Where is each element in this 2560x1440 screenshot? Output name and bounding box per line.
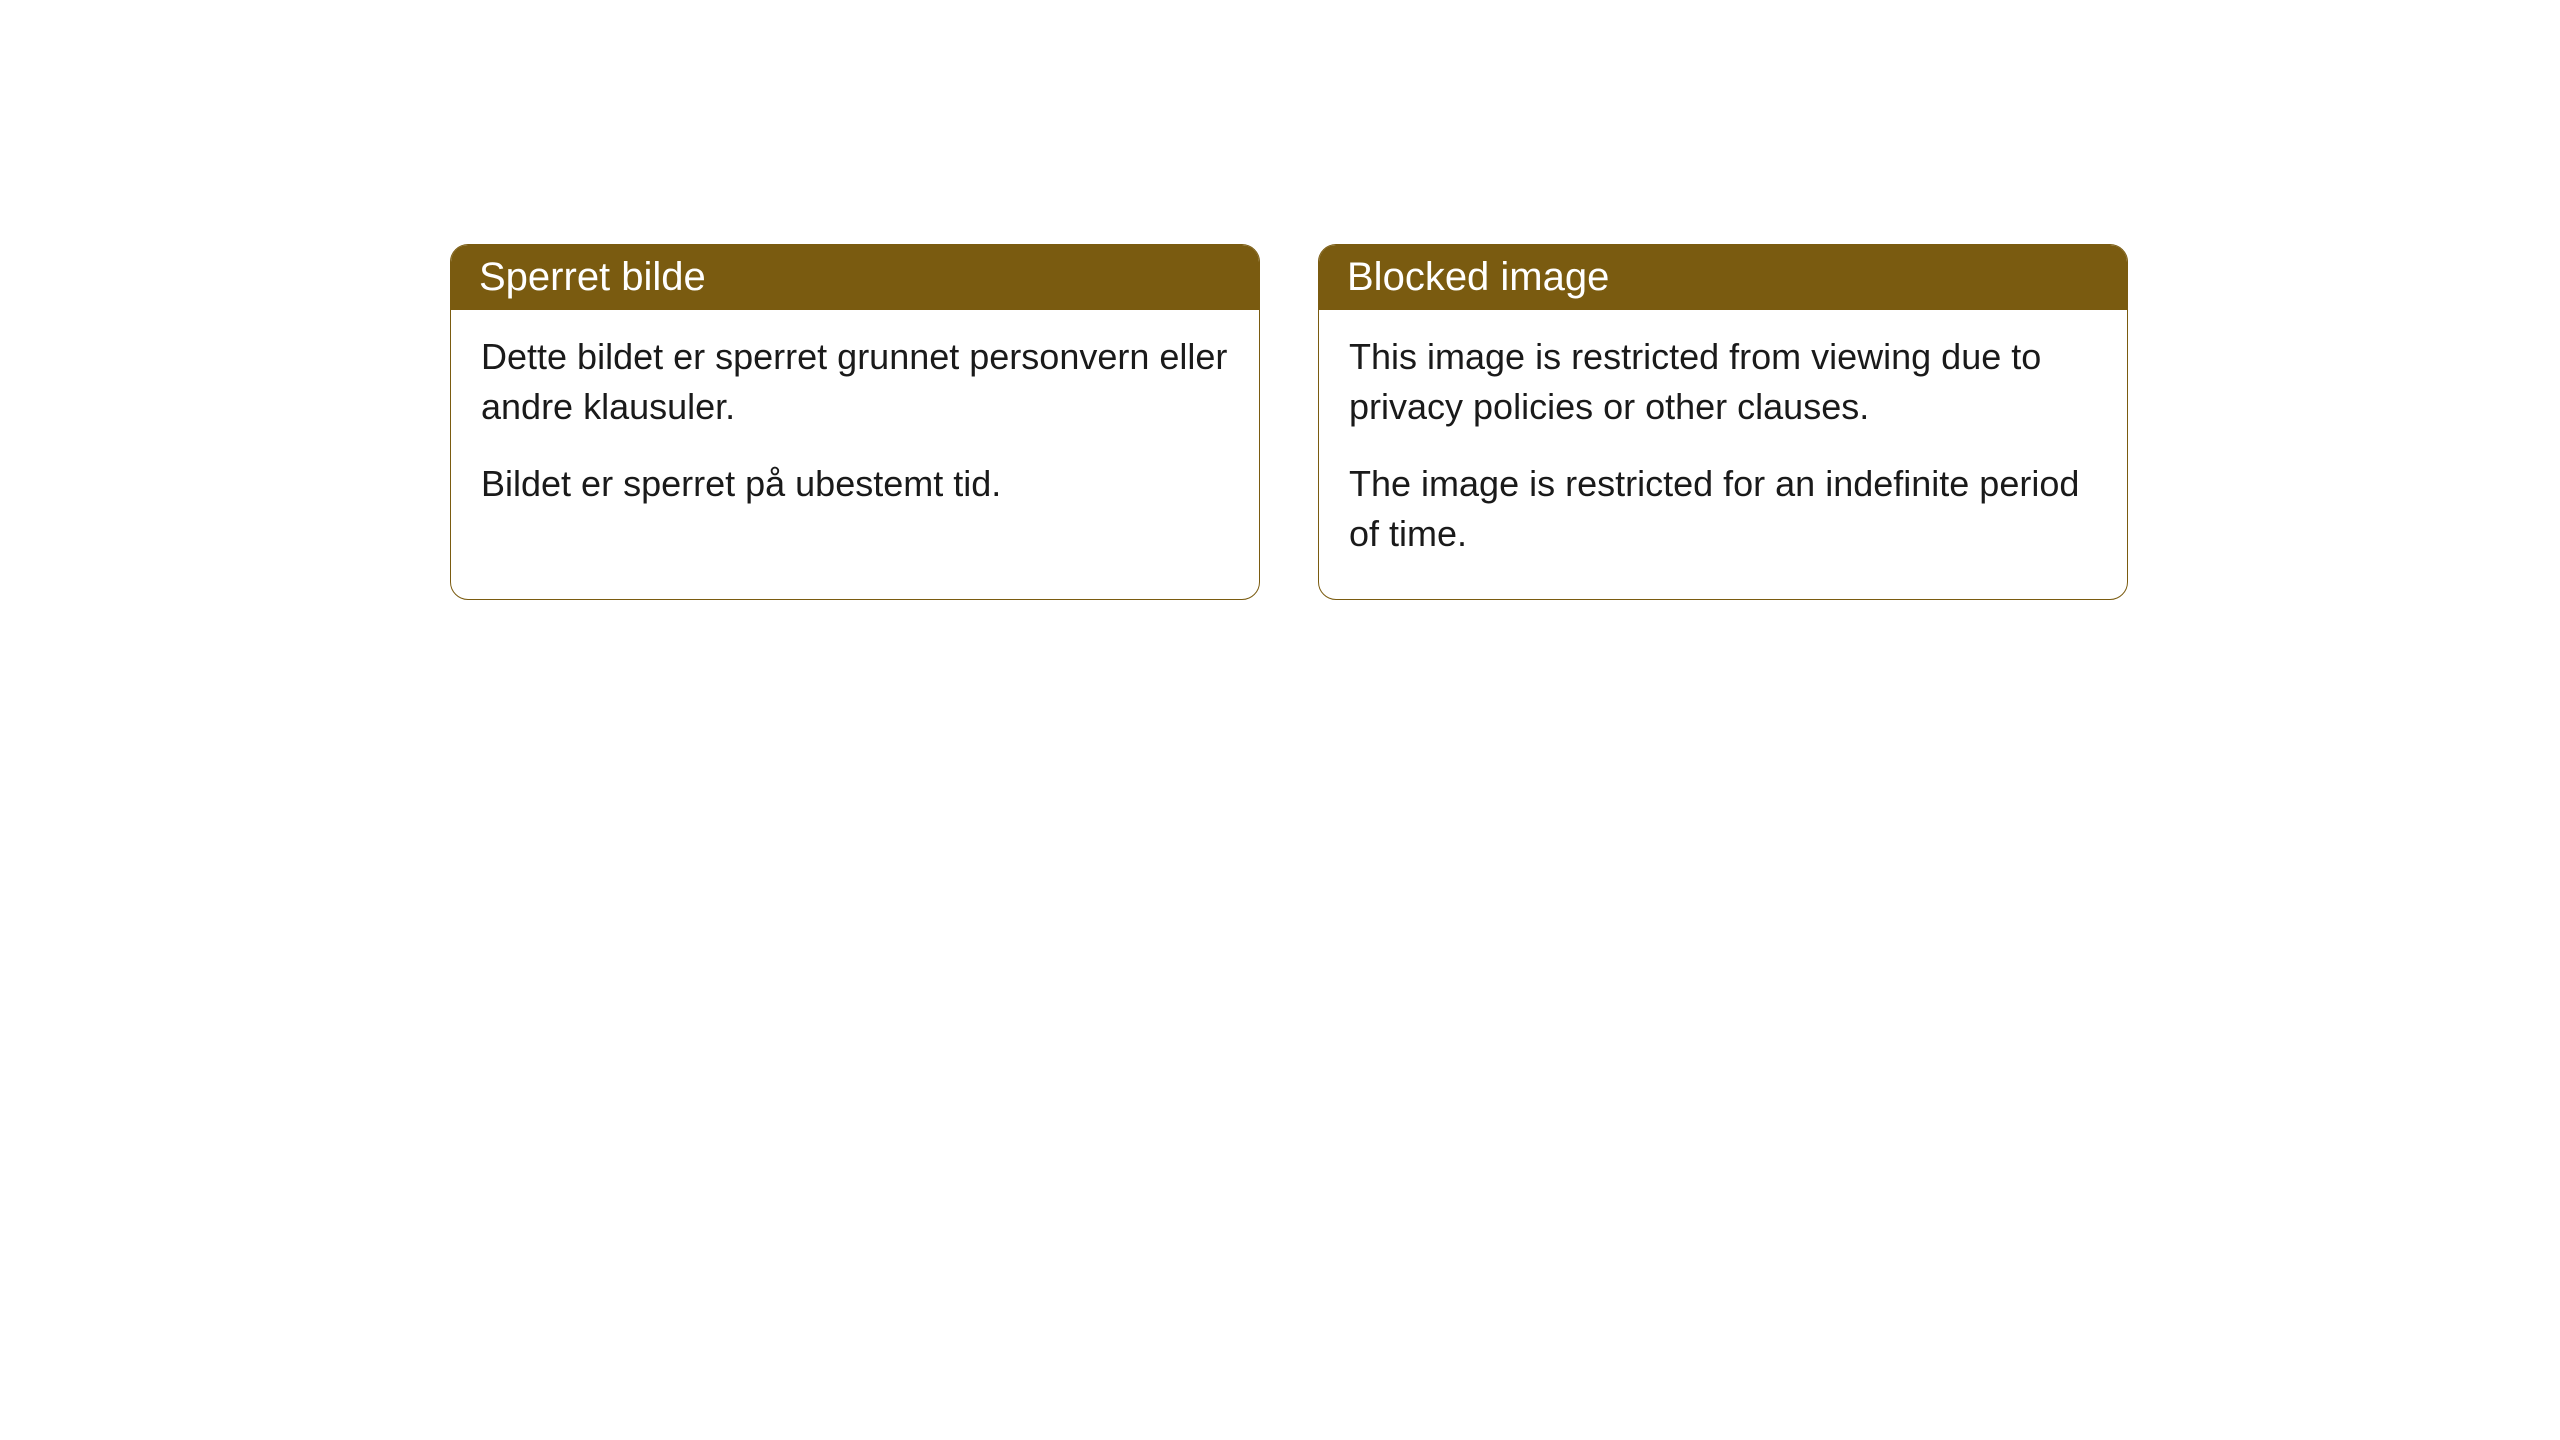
blocked-image-card-english: Blocked image This image is restricted f…	[1318, 244, 2128, 600]
card-paragraph: Bildet er sperret på ubestemt tid.	[481, 459, 1229, 509]
card-title: Sperret bilde	[479, 255, 706, 299]
card-title: Blocked image	[1347, 255, 1609, 299]
notice-cards-container: Sperret bilde Dette bildet er sperret gr…	[450, 244, 2128, 600]
card-paragraph: Dette bildet er sperret grunnet personve…	[481, 332, 1229, 431]
card-paragraph: The image is restricted for an indefinit…	[1349, 459, 2097, 558]
card-paragraph: This image is restricted from viewing du…	[1349, 332, 2097, 431]
blocked-image-card-norwegian: Sperret bilde Dette bildet er sperret gr…	[450, 244, 1260, 600]
card-body-norwegian: Dette bildet er sperret grunnet personve…	[451, 310, 1259, 549]
card-header-english: Blocked image	[1319, 245, 2127, 310]
card-header-norwegian: Sperret bilde	[451, 245, 1259, 310]
card-body-english: This image is restricted from viewing du…	[1319, 310, 2127, 599]
